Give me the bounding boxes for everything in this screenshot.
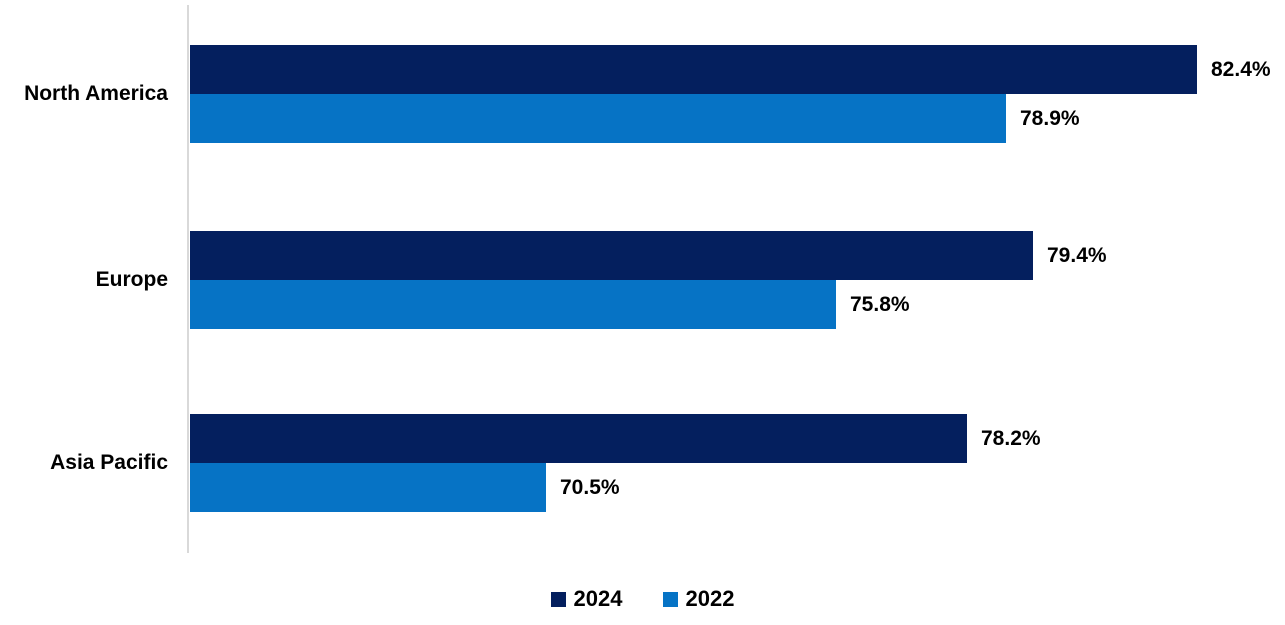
legend-item-2022: 2022 [662, 586, 735, 612]
value-label: 82.4% [1211, 58, 1271, 81]
value-label: 75.8% [850, 293, 910, 316]
bar-2024-north-america [190, 45, 1197, 94]
value-label: 79.4% [1047, 244, 1107, 267]
legend-swatch-2024-icon [550, 591, 566, 607]
category-label: North America [24, 82, 168, 105]
value-label: 70.5% [560, 476, 620, 499]
category-row-europe: Europe 79.4% 75.8% [0, 231, 1285, 329]
bar-2022-asia-pacific [190, 463, 546, 512]
bar-2024-europe [190, 231, 1033, 280]
category-label: Europe [95, 268, 168, 291]
category-row-north-america: North America 82.4% 78.9% [0, 45, 1285, 143]
legend-label-2024: 2024 [573, 586, 623, 611]
legend: 2024 2022 [0, 586, 1285, 612]
legend-item-2024: 2024 [550, 586, 623, 612]
category-label: Asia Pacific [50, 451, 168, 474]
legend-label-2022: 2022 [685, 586, 735, 611]
y-axis-line [187, 5, 189, 553]
bar-2022-north-america [190, 94, 1006, 143]
bar-2024-asia-pacific [190, 414, 967, 463]
legend-swatch-2022-icon [662, 591, 678, 607]
value-label: 78.9% [1020, 107, 1080, 130]
category-row-asia-pacific: Asia Pacific 78.2% 70.5% [0, 414, 1285, 512]
bar-2022-europe [190, 280, 836, 329]
value-label: 78.2% [981, 427, 1041, 450]
